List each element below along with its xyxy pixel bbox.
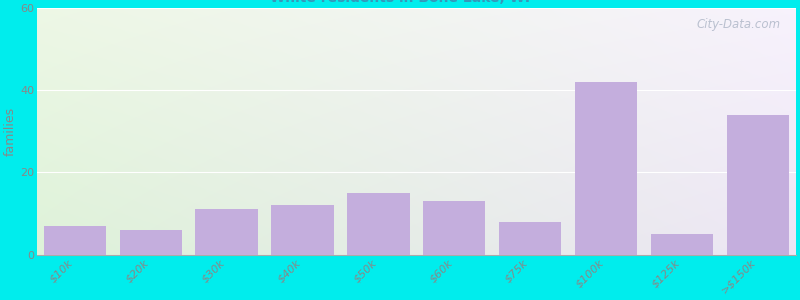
Bar [271,205,334,255]
Bar [195,209,258,255]
Y-axis label: families: families [4,107,17,156]
Bar [651,234,713,255]
Bar [575,82,638,255]
Text: White residents in Bone Lake, WI: White residents in Bone Lake, WI [270,0,530,5]
Bar [423,201,486,255]
Bar [119,230,182,255]
Bar [347,193,410,255]
Text: City-Data.com: City-Data.com [697,18,781,31]
Bar [726,115,789,255]
Bar [499,222,562,255]
Bar [44,226,106,255]
